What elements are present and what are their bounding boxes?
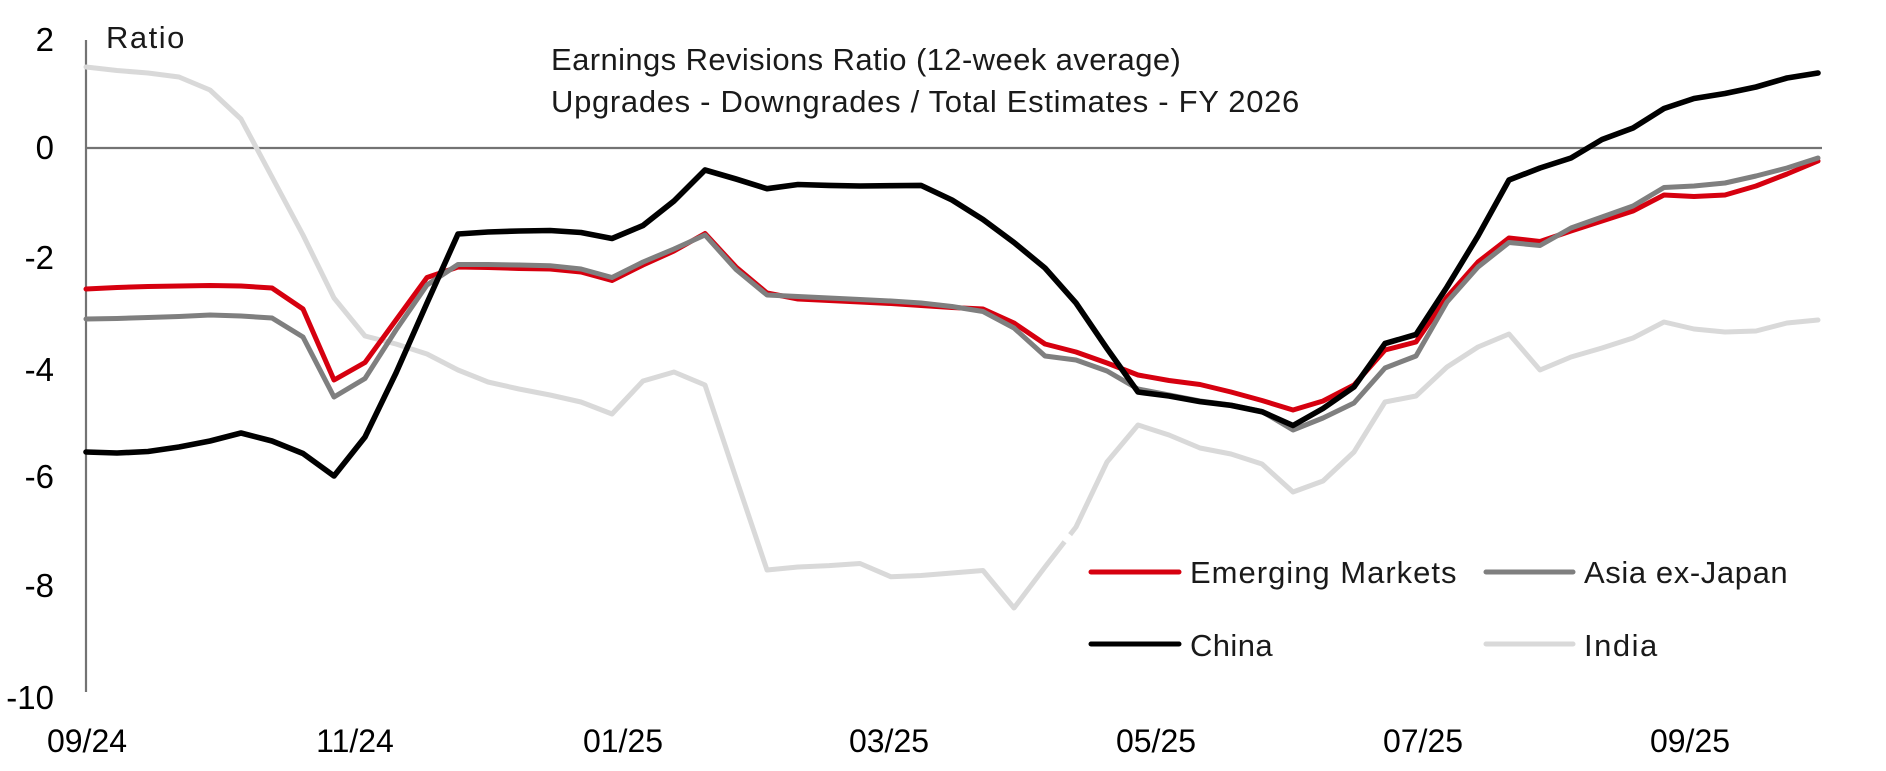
svg-text:-10: -10 xyxy=(6,679,54,716)
svg-text:-8: -8 xyxy=(25,567,54,604)
svg-text:07/25: 07/25 xyxy=(1383,723,1463,759)
svg-text:-6: -6 xyxy=(25,458,54,495)
svg-text:China: China xyxy=(1190,628,1273,663)
svg-text:01/25: 01/25 xyxy=(583,723,663,759)
svg-text:Emerging Markets: Emerging Markets xyxy=(1190,555,1458,590)
svg-text:Earnings Revisions Ratio (12-w: Earnings Revisions Ratio (12-week averag… xyxy=(551,42,1181,77)
svg-text:11/24: 11/24 xyxy=(316,723,394,759)
svg-text:-2: -2 xyxy=(25,239,54,276)
svg-text:Upgrades - Downgrades / Total: Upgrades - Downgrades / Total Estimates … xyxy=(551,84,1300,119)
svg-text:2: 2 xyxy=(36,21,54,58)
svg-text:Asia ex-Japan: Asia ex-Japan xyxy=(1584,555,1788,590)
svg-text:0: 0 xyxy=(36,129,54,166)
svg-text:-4: -4 xyxy=(25,351,54,388)
svg-text:09/25: 09/25 xyxy=(1650,723,1730,759)
svg-text:03/25: 03/25 xyxy=(849,723,929,759)
svg-text:Ratio: Ratio xyxy=(106,20,186,55)
svg-text:05/25: 05/25 xyxy=(1116,723,1196,759)
svg-text:09/24: 09/24 xyxy=(47,723,127,759)
svg-text:India: India xyxy=(1584,628,1659,663)
